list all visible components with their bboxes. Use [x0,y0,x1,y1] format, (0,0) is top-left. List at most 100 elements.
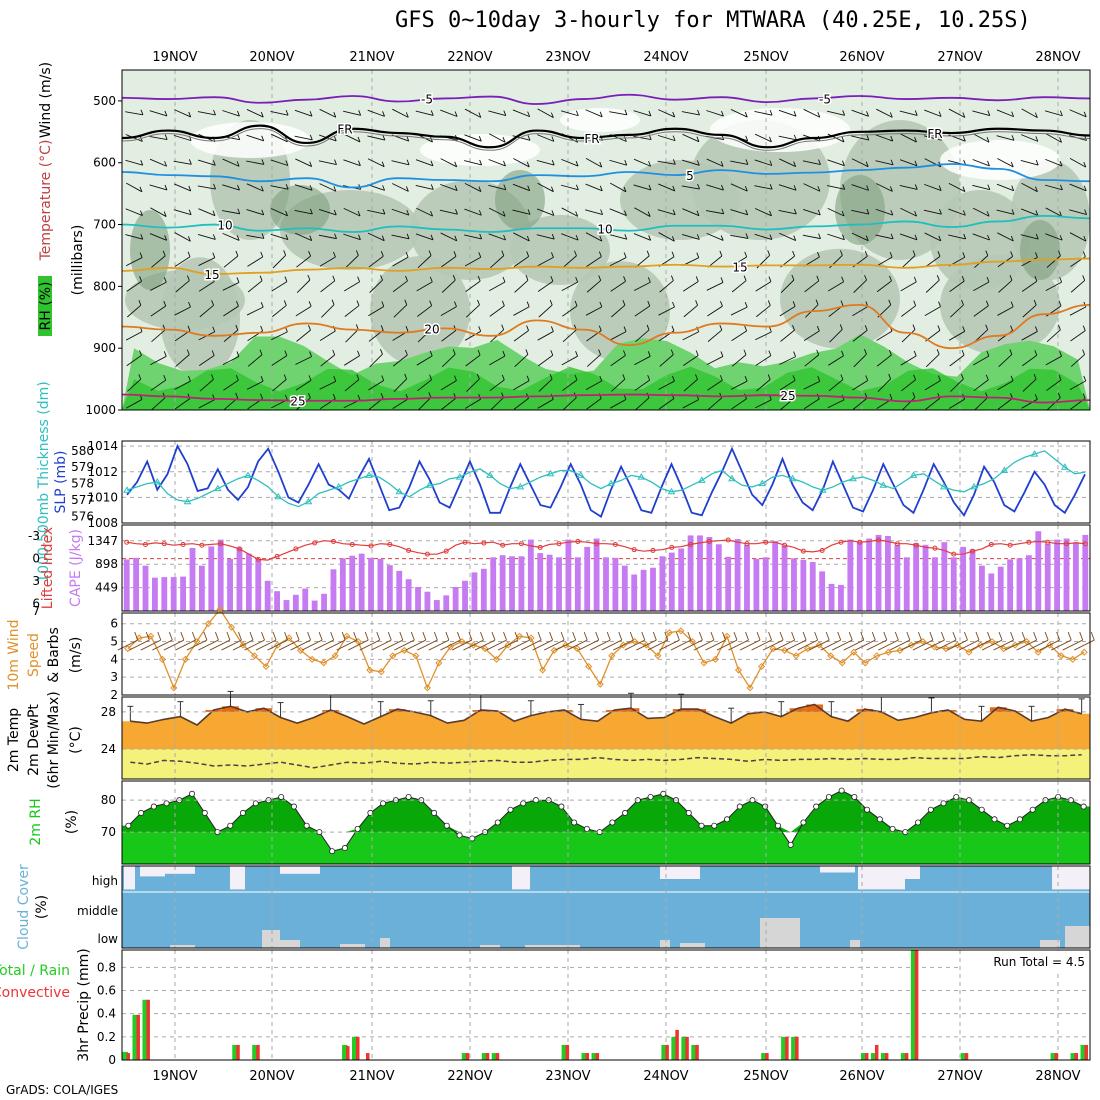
thickness-marker [274,492,283,500]
isotherm-label: 10 [217,219,232,233]
wind-barb-flag [865,161,869,167]
wind-barb-flag [672,135,676,141]
isotherm-label: 15 [732,261,747,275]
precip-convective-bar [1084,1044,1089,1060]
isotherm-minus5 [121,93,1091,105]
cape-bar [358,553,365,611]
wind-barb [899,233,918,241]
temp2m-frame [121,696,1091,780]
wind-barb-flag [334,233,337,239]
thickness-marker [1030,450,1039,457]
cape-bar [217,539,224,611]
wind-barb-flag [454,185,458,191]
wind-barb [197,185,216,190]
wind-barb-flag [817,209,821,216]
wind-speed-marker [1011,641,1019,649]
wind-barb-flag [308,301,312,307]
cloud-low-area [760,918,800,948]
wind-barb-flag [962,136,966,142]
wind-barb [707,379,723,391]
lifted-index-marker [650,547,656,553]
slp-tick-label: 1012 [87,465,118,479]
wind10-barb [901,639,922,651]
isotherm-label: FR [337,123,352,137]
cloud-high-gap [858,866,905,890]
wind-barb-flag [1059,276,1063,283]
wind-barb-flag [937,251,941,257]
wind-barb-flag [550,350,554,356]
cape-bar [151,577,158,611]
lifted-index-marker [161,541,167,547]
wind-barb-flag [261,135,265,141]
precip-convective-bar [685,1036,689,1060]
date-label-top: 24NOV [643,50,688,65]
wind-barb-flag [188,185,192,192]
precip-convective-bar [695,1044,699,1060]
wind-barb [488,207,506,217]
wind-speed-marker [1000,645,1008,653]
wind-barb [294,184,313,191]
lifted-index-marker [819,547,825,553]
wind-barb-flag [454,301,457,307]
wind10-barbs-legend-label: & Barbs [46,627,62,683]
thickness-marker [788,474,797,482]
wind-speed-marker [1057,652,1065,660]
thickness-marker [909,471,918,478]
cape-bar [123,559,130,611]
wind-barb [829,329,843,343]
wind-barb-flag [283,374,287,380]
cape-bar [433,600,440,611]
temperature-max-fill [689,709,707,712]
wind-barb [972,110,990,117]
wind-speed-marker [827,652,835,660]
wind-barb-flag [236,351,240,357]
wind-barb [901,397,916,411]
wind-speed-marker [181,655,189,663]
wind-barb-flag [501,374,505,381]
wind-barb-flag [816,275,820,281]
wind-barb-flag [406,209,410,216]
cloud-high-gap [660,866,700,879]
temperature-max-fill [389,709,406,712]
wind-barb [513,256,529,268]
wind10-barb [889,639,911,651]
cape-bar [979,565,985,611]
lifted-index-marker [255,556,261,562]
wind10-barb-flag [964,631,968,641]
cape-bar [800,559,807,611]
wind-barb [658,398,675,410]
wind-barb-flag [381,301,385,307]
wind-barb [344,379,360,392]
wind-barb [828,379,844,392]
wind-barb-flag [841,350,844,356]
wind-barb [222,184,240,191]
wind-barb [125,257,143,267]
wind-barb [610,399,627,409]
thickness-line [126,450,1086,508]
cape-tick-label: 898 [95,557,118,571]
wind-speed-marker [769,645,777,653]
wind10-barb [716,639,738,651]
date-label-bottom: 22NOV [447,1069,492,1084]
wind-barb [899,110,918,116]
wind-barb-flag [309,208,313,215]
cape-bar [198,565,205,611]
wind-barb [488,233,506,241]
wind-barb [149,184,168,191]
cape-bar [997,566,1004,611]
wind-barb [923,135,942,141]
wind-barb [538,378,553,392]
rh-mid-area [940,254,1060,355]
temperature-max-fill [939,710,957,712]
cape-bar [274,591,280,611]
wind10-tick-label: 6 [110,617,118,631]
wind-barb [197,233,216,240]
wind-barb [513,380,530,391]
wind10-barb-flag [1021,631,1026,641]
wind-barb [997,380,1014,391]
run-total-box [962,951,1088,970]
cape-bar [1054,539,1061,611]
wind-barb [1022,304,1037,318]
wind-barb-flag [672,185,676,192]
wind-barb [465,354,481,367]
